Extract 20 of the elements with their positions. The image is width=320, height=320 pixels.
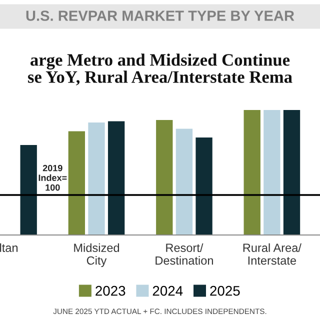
bar [108, 121, 125, 235]
x-tick-label: Rural Area/ Interstate [243, 243, 302, 265]
bar [176, 128, 193, 235]
legend-label: 2025 [210, 286, 240, 296]
bar [283, 110, 300, 235]
bar [196, 138, 212, 235]
x-tick-label: ltan [0, 243, 18, 252]
x-tick-label: Midsized City [74, 243, 120, 268]
bar [156, 120, 173, 235]
x-tick-label: Resort/ Destination [156, 243, 213, 265]
bar [88, 122, 105, 235]
annotation: 2019 Index= 100 [38, 164, 67, 191]
legend-label: 2024 [152, 286, 183, 296]
bar [244, 110, 260, 235]
chart-title: U.S. REVPAR MARKET TYPE BY YEAR [26, 10, 294, 21]
bar [264, 110, 280, 235]
legend-label: 2023 [96, 286, 126, 296]
chart-subtitle: arge Metro and Midsized Continue se YoY, Rural Area/Interstate Rema [28, 54, 292, 86]
bar [20, 145, 37, 235]
bar [68, 131, 85, 235]
